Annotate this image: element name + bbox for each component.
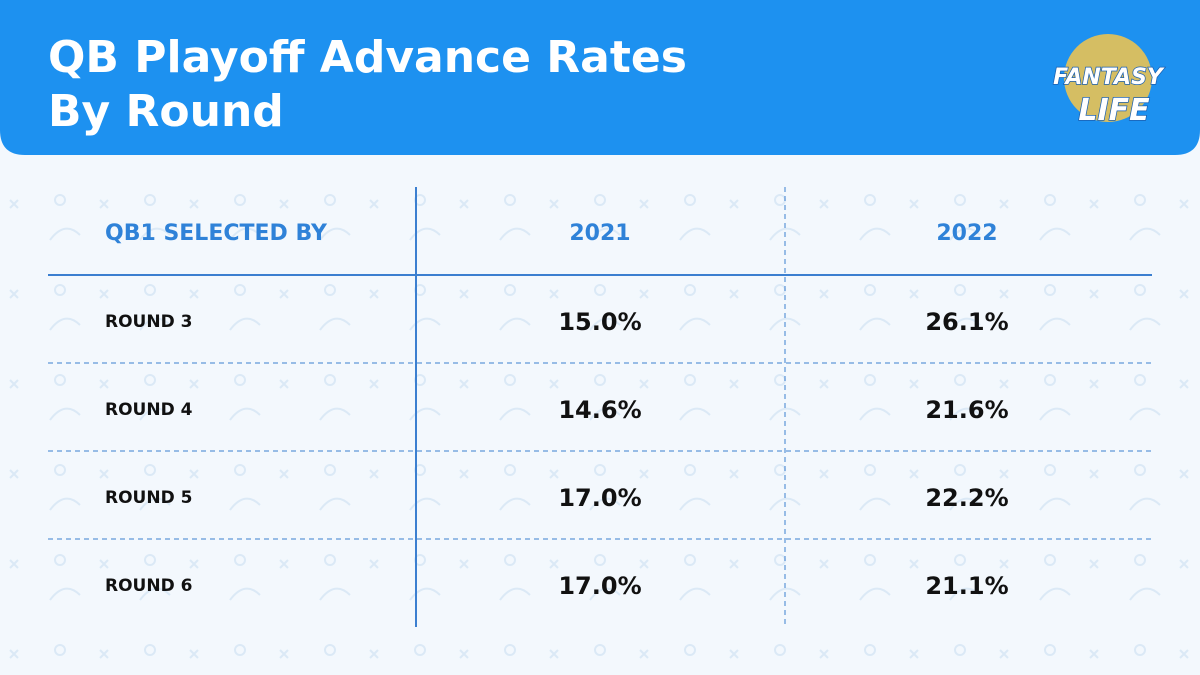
header-band [0,0,1200,155]
table-cell: 22.2% [925,484,1008,512]
table: QB1 SELECTED BY 2021 2022 ROUND 3 15.0% 26.1%… [48,221,1152,600]
row-label: ROUND 6 [105,576,192,596]
table-cell: 15.0% [558,308,641,336]
column-header: 2021 [569,221,630,246]
row-label: ROUND 4 [105,400,193,420]
table-cell: 21.1% [925,572,1008,600]
title-line: By Round [48,86,284,137]
row-label: ROUND 3 [105,312,192,332]
row-label: ROUND 5 [105,488,192,508]
table-cell: 21.6% [925,396,1008,424]
logo-sun [1064,34,1152,122]
column-header: QB1 SELECTED BY [105,221,328,246]
table-cell: 26.1% [925,308,1008,336]
table-cell: 17.0% [558,484,641,512]
logo: FANTASY LIFE [1052,34,1166,129]
title-line: QB Playoff Advance Rates [48,32,687,83]
column-header: 2022 [936,221,997,246]
logo-text: LIFE [1078,93,1150,128]
table-cell: 17.0% [558,572,641,600]
logo-text: FANTASY [1053,65,1165,90]
table-cell: 14.6% [558,396,641,424]
